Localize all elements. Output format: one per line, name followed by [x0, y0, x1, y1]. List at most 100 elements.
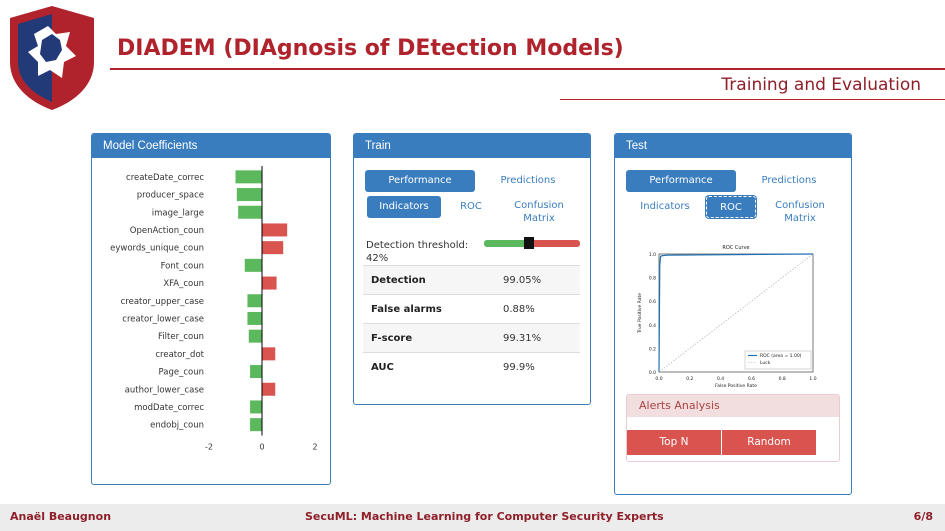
roc-legend-box	[744, 350, 812, 370]
train-tab-performance[interactable]: Performance	[365, 170, 475, 192]
coefficient-label: author_lower_case	[125, 385, 204, 395]
coefficient-label: producer_space	[137, 191, 204, 201]
coefficient-bar	[262, 276, 277, 290]
coefficient-bar	[235, 170, 262, 184]
coefficient-bar	[248, 329, 262, 343]
metric-label: AUC	[363, 352, 495, 381]
detection-threshold-slider[interactable]	[484, 240, 580, 247]
coefficient-bar	[250, 400, 262, 414]
roc-y-tick: 0.4	[649, 323, 656, 329]
train-tab-indicators[interactable]: Indicators	[367, 196, 441, 218]
slide-title: DIADEM (DIAgnosis of DEtection Models)	[117, 36, 624, 61]
slider-handle[interactable]	[524, 237, 535, 249]
train-tab-predictions[interactable]: Predictions	[500, 175, 556, 186]
roc-y-tick: 0.0	[649, 370, 656, 376]
anssi-logo	[10, 6, 94, 110]
coefficient-bar	[247, 294, 262, 308]
roc-x-tick: 0.4	[717, 376, 724, 382]
coefficient-x-tick: 2	[312, 443, 317, 452]
train-tab-confusion-matrix[interactable]: Confusion Matrix	[514, 200, 564, 224]
roc-x-tick: 0.8	[779, 376, 786, 382]
roc-y-tick: 0.6	[649, 299, 656, 305]
title-divider	[110, 68, 945, 70]
coefficient-label: image_large	[152, 208, 204, 218]
coefficient-bar	[244, 258, 262, 272]
coefficient-bar	[250, 418, 262, 432]
train-metrics-table: Detection 99.05% False alarms 0.88% F-score 9…	[363, 265, 580, 381]
coefficient-label: endobj_coun	[150, 421, 204, 431]
roc-x-tick: 0.2	[686, 376, 693, 382]
roc-y-tick: 0.8	[649, 276, 656, 282]
coefficient-label: OpenAction_coun	[130, 226, 204, 236]
roc-x-label: False Positive Rate	[715, 383, 757, 389]
footer-title: SecuML: Machine Learning for Computer Se…	[305, 510, 664, 523]
roc-x-tick: 1.0	[809, 376, 816, 382]
coefficient-bar	[238, 205, 262, 219]
coefficient-x-tick: 0	[259, 443, 264, 452]
test-tab-performance[interactable]: Performance	[626, 170, 736, 192]
subtitle-divider	[560, 99, 945, 100]
metric-row: False alarms 0.88%	[363, 294, 580, 324]
test-tab-roc[interactable]: ROC	[705, 195, 757, 219]
alerts-analysis-box: Alerts Analysis Top N Random	[626, 394, 840, 462]
coefficient-bar	[250, 365, 262, 379]
coefficient-label: Font_coun	[161, 261, 204, 271]
metric-value: 0.88%	[495, 294, 580, 324]
metric-label: F-score	[363, 323, 495, 353]
detection-threshold-label: Detection threshold: 42%	[366, 240, 469, 264]
roc-title: ROC Curve	[722, 245, 749, 251]
coefficient-label: Filter_coun	[158, 332, 204, 342]
luck-line	[658, 253, 814, 373]
test-tab-confusion-matrix[interactable]: Confusion Matrix	[775, 200, 825, 224]
slider-green-track	[484, 240, 527, 247]
footer-author: Anaël Beaugnon	[10, 510, 112, 523]
model-coefficients-title: Model Coefficients	[92, 134, 330, 158]
test-tab-indicators[interactable]: Indicators	[640, 201, 690, 212]
coefficient-label: creator_dot	[155, 350, 204, 360]
metric-row: F-score 99.31%	[363, 323, 580, 353]
metric-value: 99.05%	[495, 265, 580, 295]
footer-page: 6/8	[913, 510, 933, 523]
test-panel: Test Performance Predictions Indicators …	[614, 133, 852, 495]
coefficient-label: modDate_correc	[134, 403, 204, 413]
alerts-analysis-title: Alerts Analysis	[627, 395, 839, 417]
roc-y-tick: 0.2	[649, 346, 656, 352]
slider-red-track	[528, 240, 580, 247]
roc-chart: ROC Curve 0.0 0.2 0.4 0.6 0.8 1.0 0.0 0.2 0.4 0.6 0…	[637, 245, 817, 389]
coefficient-bar	[236, 188, 262, 202]
metric-value: 99.31%	[495, 323, 580, 353]
coefficient-label: eywords_unique_coun	[110, 244, 204, 254]
metric-label: False alarms	[363, 294, 495, 324]
coefficient-label: creator_lower_case	[122, 314, 204, 324]
metric-value: 99.9%	[495, 352, 580, 381]
roc-legend-label: ROC (area = 1.00)	[760, 353, 802, 359]
roc-legend-label: Luck	[760, 360, 771, 366]
metric-row: AUC 99.9%	[363, 352, 580, 381]
test-tab-predictions[interactable]: Predictions	[761, 175, 817, 186]
roc-x-tick: 0.0	[655, 376, 662, 382]
train-tab-roc[interactable]: ROC	[460, 201, 482, 212]
train-panel: Train Performance Predictions Indicators…	[353, 133, 591, 405]
coefficient-bar	[262, 347, 276, 361]
coefficient-bar	[262, 223, 288, 237]
roc-y-label: True Positive Rate	[637, 293, 643, 334]
random-button[interactable]: Random	[722, 430, 816, 455]
coefficient-label: XFA_coun	[163, 279, 204, 289]
coefficient-x-tick: -2	[205, 443, 213, 452]
top-n-button[interactable]: Top N	[627, 430, 721, 455]
coefficient-label: createDate_correc	[126, 173, 204, 183]
coefficient-label: Page_coun	[159, 368, 204, 378]
roc-x-tick: 0.6	[748, 376, 755, 382]
metric-label: Detection	[363, 265, 495, 295]
test-title: Test	[615, 134, 851, 158]
coefficients-chart: createDate_correc producer_space image_lar…	[110, 166, 318, 452]
coefficient-bar	[247, 311, 262, 325]
coefficient-bar	[262, 382, 276, 396]
train-title: Train	[354, 134, 590, 158]
metric-row: Detection 99.05%	[363, 265, 580, 295]
roc-curve	[658, 253, 814, 373]
slide-subtitle: Training and Evaluation	[721, 75, 921, 95]
slide-footer: Anaël Beaugnon SecuML: Machine Learning …	[0, 504, 945, 531]
coefficient-bar	[262, 241, 284, 255]
